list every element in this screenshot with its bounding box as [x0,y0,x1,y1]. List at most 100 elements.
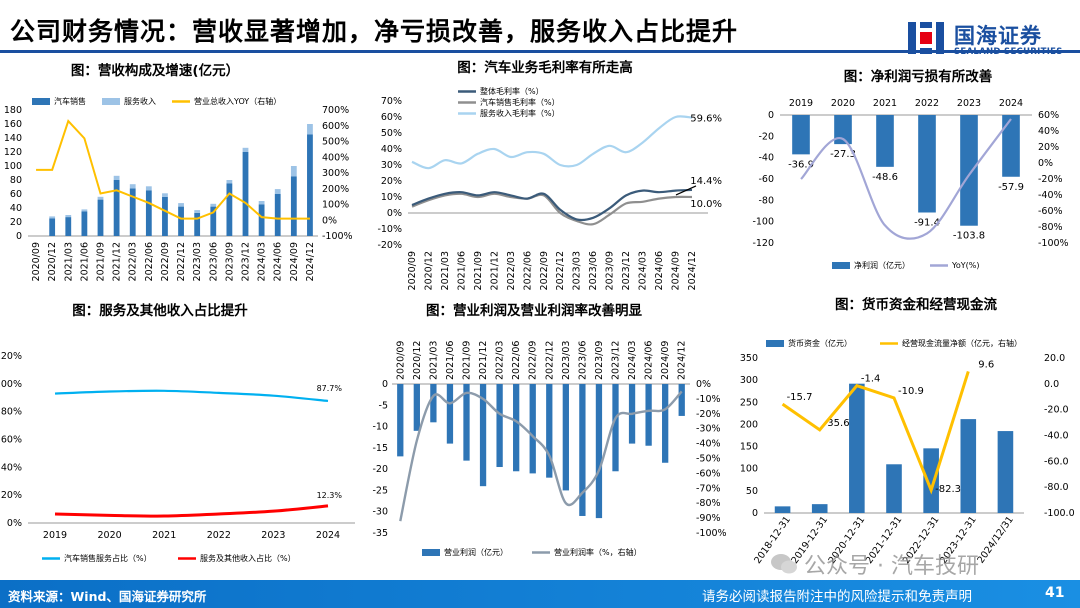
y2-tick: 0% [322,215,337,226]
y-tick: -35 [372,528,388,539]
bar-operating-profit [579,384,586,516]
label-car: 10.0% [690,199,722,210]
y2-tick: -100% [1038,238,1069,249]
chart-title: 图：汽车业务毛利率有所走高 [457,59,633,76]
x-tick: 2021/09 [462,341,473,380]
yoy-line [800,118,1012,240]
y-tick: -60 [758,174,774,185]
bar-operating-profit [446,384,454,444]
page-title: 公司财务情况：营收显著增加，净亏损改善，服务收入占比提升 [10,17,739,46]
y2-tick: -60.0 [1044,456,1069,467]
bar-operating-profit [546,384,553,478]
x-tick: 2024/03 [638,251,649,290]
bar-operating-profit [413,384,420,431]
y-tick: 40% [1,462,22,473]
bar-service [290,166,297,177]
margin-line [399,390,683,522]
y-tick: -5 [379,400,388,411]
legend-car-sales-swatch [32,98,50,105]
bar-car-sales [113,180,120,236]
bar-operating-profit [430,384,437,423]
x-tick: 2024/12 [305,242,316,281]
x-tick: 2022/06 [522,251,533,290]
y-tick: 300 [740,375,758,386]
label-overall: 14.4% [690,176,722,187]
x-tick: 2023/12 [611,341,622,380]
y2-tick: -100% [696,528,727,539]
x-tick: 2020/09 [395,341,406,380]
y2-tick: 200% [322,184,349,195]
bar-service [162,193,168,197]
x-tick: 2023 [957,98,981,109]
bar-operating-profit [612,384,619,472]
data-label: 9.6 [978,359,994,370]
x-tick: 2024/12 [677,341,688,380]
legend-overall-label: 整体毛利率（%） [480,86,544,96]
y2-tick: 20.0 [1044,353,1065,364]
y2-tick: 700% [322,105,349,116]
x-tick: 2021/12 [478,341,489,380]
bar-car-sales [49,218,56,236]
x-tick: 2024/06 [654,251,665,290]
y2-tick: -90% [696,513,721,524]
x-tick: 2024 [316,530,340,541]
data-label: -91.4 [914,217,940,228]
legend-car-label: 汽车销售毛利率（%） [480,97,560,107]
gross-margin-chart: 图：汽车业务毛利率有所走高 -20% -10% 0% 10% 20% 30% 40% 50% 60… [377,59,722,290]
x-tick: 2020/12 [47,242,58,281]
x-tick: 2022 [915,98,939,109]
x-tick: 2021/06 [79,242,90,281]
label-car-share: 87.7% [317,384,343,393]
wechat-icon [771,554,797,574]
operating-profit-chart: 图：营业利润及营业利润率改善明显 0 -5 -10 -15 -20 -25 -30 -35 0% -… [372,302,727,557]
y-tick: 60% [1,435,22,446]
bar-service [274,189,281,194]
y2-tick: 20% [1038,142,1059,153]
y2-tick: -50% [696,454,721,465]
y2-tick: 500% [322,137,349,148]
x-tick: 2022/12 [176,242,187,281]
x-tick: 2021/06 [456,251,467,290]
y-tick: 100 [740,464,758,475]
x-tick: 2021/12 [112,242,123,281]
watermark-text: 公众号 · 汽车技研 [804,554,979,579]
y-tick: 40% [381,144,402,155]
x-tick: 2021/03 [63,242,74,281]
y-tick: 0 [752,508,758,519]
y2-tick: 400% [322,152,349,163]
y-tick: 60% [381,112,402,123]
data-label: -57.9 [998,182,1024,193]
y-tick: -20 [372,464,388,475]
y2-tick: -60% [1038,206,1063,217]
x-tick: 2023/03 [572,251,583,290]
y-tick: 40 [10,203,22,214]
y-tick: 140 [4,133,22,144]
y-tick: -25 [372,485,388,496]
x-tick: 2024/09 [671,251,682,290]
data-label: -15.7 [787,392,813,403]
y-tick: -10 [372,422,388,433]
x-tick: 2020 [98,530,122,541]
bar-service [49,216,56,219]
bar-car-sales [258,204,265,236]
bar-cash [997,431,1014,513]
y2-tick: -80% [696,498,721,509]
y2-tick: -40% [696,439,721,450]
legend-car-sales-label: 汽车销售 [54,96,86,106]
bar-service [226,180,233,184]
y-tick: 0% [387,208,402,219]
y2-tick: 0.0 [1044,379,1059,390]
y-tick: 200 [740,419,758,430]
bar-operating-profit [562,384,569,491]
y-tick: 10% [381,192,402,203]
x-tick: 2023 [261,530,285,541]
x-tick: 2022/03 [128,242,139,281]
y2-tick: 60% [1038,110,1059,121]
legend-operating-profit-label: 营业利润（亿元） [444,547,508,557]
y-tick: 100 [4,161,22,172]
x-tick: 2022/12 [544,341,555,380]
bar-service [81,209,88,212]
x-tick: 2023/03 [192,242,203,281]
x-tick: 2020/12 [412,341,423,380]
x-tick: 2021 [152,530,176,541]
